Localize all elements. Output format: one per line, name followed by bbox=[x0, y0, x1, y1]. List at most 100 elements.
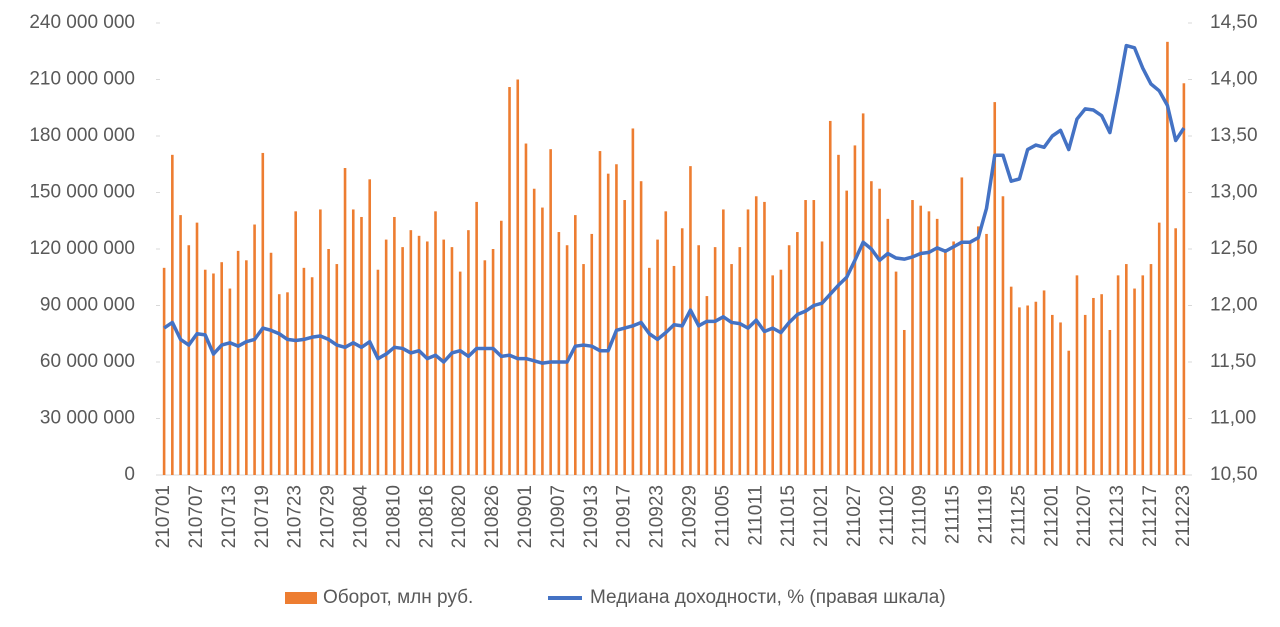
bar bbox=[1141, 275, 1145, 475]
y-tick-label: 90 000 000 bbox=[40, 295, 135, 316]
bar bbox=[212, 273, 215, 475]
bar bbox=[1116, 275, 1120, 475]
bar bbox=[853, 145, 857, 475]
bar bbox=[828, 120, 832, 475]
y2-tick-label: 10,50 bbox=[1210, 464, 1258, 485]
bar bbox=[804, 200, 807, 476]
x-tick-label: 210820 bbox=[449, 485, 470, 548]
bar bbox=[746, 209, 750, 475]
bar bbox=[672, 265, 676, 475]
x-tick-label: 210923 bbox=[647, 485, 668, 548]
bar bbox=[894, 271, 898, 475]
bar bbox=[302, 267, 306, 475]
bar bbox=[656, 239, 659, 475]
bar bbox=[606, 173, 610, 475]
x-tick-label: 211011 bbox=[745, 485, 766, 546]
bar bbox=[179, 215, 182, 475]
bar bbox=[968, 241, 972, 475]
x-tick-label: 211217 bbox=[1140, 485, 1161, 547]
y-tick-label: 120 000 000 bbox=[29, 238, 135, 259]
bar bbox=[837, 154, 840, 476]
x-tick-label: 210826 bbox=[482, 485, 503, 548]
bar bbox=[738, 247, 742, 475]
bar bbox=[277, 294, 281, 475]
bar bbox=[615, 164, 618, 475]
y-tick-label: 180 000 000 bbox=[29, 125, 135, 146]
bar bbox=[944, 249, 947, 475]
bar bbox=[524, 143, 528, 476]
bar bbox=[557, 232, 561, 475]
bar bbox=[590, 233, 594, 475]
y2-tick-label: 13,00 bbox=[1210, 182, 1258, 203]
bar bbox=[1075, 275, 1079, 475]
bar bbox=[985, 233, 988, 475]
bar bbox=[294, 211, 297, 476]
bar bbox=[458, 271, 462, 475]
bar bbox=[261, 152, 265, 475]
x-tick-label: 211201 bbox=[1041, 485, 1062, 547]
bar bbox=[376, 269, 380, 475]
y-tick-label: 30 000 000 bbox=[40, 408, 135, 429]
bar bbox=[705, 296, 709, 475]
x-tick-label: 211021 bbox=[811, 485, 832, 547]
bar bbox=[417, 235, 421, 475]
bar bbox=[1133, 288, 1136, 475]
bar bbox=[1092, 297, 1095, 475]
bar bbox=[434, 211, 437, 476]
bar bbox=[680, 228, 684, 475]
bar bbox=[976, 226, 980, 475]
bar bbox=[253, 224, 256, 475]
bar bbox=[812, 200, 816, 476]
bar bbox=[1157, 222, 1161, 475]
bar bbox=[343, 168, 347, 475]
y2-tick-label: 14,50 bbox=[1210, 12, 1258, 33]
bar bbox=[935, 218, 939, 475]
x-tick-label: 211125 bbox=[1008, 485, 1029, 546]
bar bbox=[779, 269, 783, 475]
bar bbox=[541, 207, 544, 476]
bar bbox=[187, 245, 191, 475]
bar bbox=[1100, 294, 1103, 475]
x-tick-label: 211015 bbox=[778, 485, 799, 547]
x-tick-label: 210804 bbox=[351, 485, 372, 549]
bar bbox=[1149, 264, 1153, 475]
bar bbox=[236, 250, 240, 475]
bar bbox=[195, 222, 199, 475]
bar bbox=[664, 211, 668, 476]
bar bbox=[1067, 350, 1071, 475]
bar bbox=[870, 181, 873, 475]
bar bbox=[722, 209, 725, 475]
bar bbox=[960, 177, 964, 475]
y-tick-label: 150 000 000 bbox=[29, 182, 135, 203]
bar bbox=[886, 218, 890, 475]
bar bbox=[401, 247, 404, 475]
y2-tick-label: 11,00 bbox=[1210, 408, 1256, 429]
bar bbox=[1083, 314, 1087, 475]
y2-tick-label: 12,50 bbox=[1210, 238, 1258, 259]
bar bbox=[1009, 286, 1013, 475]
bar bbox=[162, 267, 166, 475]
x-tick-label: 211223 bbox=[1173, 485, 1194, 547]
bar bbox=[269, 252, 273, 475]
x-tick-label: 211207 bbox=[1074, 485, 1095, 547]
x-tick-label: 210707 bbox=[186, 485, 207, 548]
bar bbox=[483, 260, 487, 475]
bar bbox=[1166, 41, 1169, 475]
x-tick-label: 211005 bbox=[712, 485, 733, 547]
x-tick-label: 210810 bbox=[383, 485, 404, 548]
bar bbox=[730, 264, 733, 475]
legend-label: Медиана доходности, % (правая шкала) bbox=[590, 587, 946, 608]
x-tick-label: 211027 bbox=[844, 485, 865, 547]
bar bbox=[763, 201, 766, 475]
legend-swatch bbox=[285, 592, 317, 604]
bar bbox=[919, 205, 923, 475]
x-tick-label: 210719 bbox=[252, 485, 273, 548]
line bbox=[163, 43, 1186, 365]
bar bbox=[327, 249, 330, 475]
y-tick-label: 240 000 000 bbox=[29, 12, 135, 33]
bar bbox=[845, 190, 849, 475]
bar bbox=[861, 113, 865, 476]
bar bbox=[467, 230, 470, 475]
bar bbox=[1001, 196, 1005, 475]
bar bbox=[927, 211, 931, 476]
